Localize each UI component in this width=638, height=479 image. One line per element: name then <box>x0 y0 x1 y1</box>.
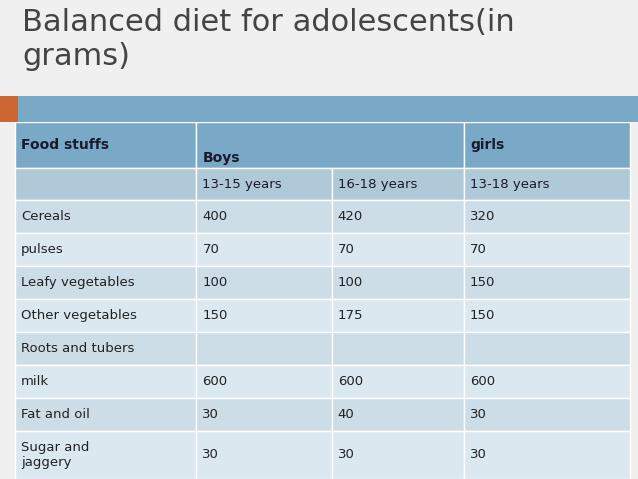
FancyBboxPatch shape <box>15 200 197 233</box>
FancyBboxPatch shape <box>464 431 630 479</box>
Text: milk: milk <box>21 375 49 388</box>
FancyBboxPatch shape <box>464 266 630 299</box>
Text: 150: 150 <box>470 276 495 289</box>
Text: Cereals: Cereals <box>21 210 71 223</box>
Text: Sugar and
jaggery: Sugar and jaggery <box>21 441 89 469</box>
FancyBboxPatch shape <box>197 168 332 200</box>
FancyBboxPatch shape <box>464 200 630 233</box>
FancyBboxPatch shape <box>197 233 332 266</box>
FancyBboxPatch shape <box>15 398 197 431</box>
Text: 13-18 years: 13-18 years <box>470 178 549 191</box>
Text: 600: 600 <box>470 375 495 388</box>
FancyBboxPatch shape <box>464 233 630 266</box>
Text: 40: 40 <box>338 408 355 421</box>
Text: pulses: pulses <box>21 243 64 256</box>
Text: 30: 30 <box>470 448 487 461</box>
FancyBboxPatch shape <box>332 200 464 233</box>
Text: 70: 70 <box>338 243 355 256</box>
Text: 30: 30 <box>470 408 487 421</box>
FancyBboxPatch shape <box>197 299 332 332</box>
Text: girls: girls <box>470 138 504 152</box>
Text: 100: 100 <box>202 276 228 289</box>
Text: 150: 150 <box>202 309 228 322</box>
FancyBboxPatch shape <box>464 122 630 168</box>
Text: Other vegetables: Other vegetables <box>21 309 137 322</box>
Text: 70: 70 <box>470 243 487 256</box>
Text: 420: 420 <box>338 210 363 223</box>
FancyBboxPatch shape <box>15 168 197 200</box>
FancyBboxPatch shape <box>464 168 630 200</box>
FancyBboxPatch shape <box>464 332 630 365</box>
FancyBboxPatch shape <box>15 122 197 168</box>
FancyBboxPatch shape <box>332 332 464 365</box>
FancyBboxPatch shape <box>332 266 464 299</box>
FancyBboxPatch shape <box>332 365 464 398</box>
FancyBboxPatch shape <box>332 168 464 200</box>
FancyBboxPatch shape <box>197 365 332 398</box>
Text: 13-15 years: 13-15 years <box>202 178 282 191</box>
Text: Roots and tubers: Roots and tubers <box>21 342 135 355</box>
FancyBboxPatch shape <box>15 431 197 479</box>
Text: 30: 30 <box>338 448 355 461</box>
Text: 600: 600 <box>202 375 228 388</box>
FancyBboxPatch shape <box>15 299 197 332</box>
Text: Balanced diet for adolescents(in
grams): Balanced diet for adolescents(in grams) <box>22 8 515 70</box>
FancyBboxPatch shape <box>197 200 332 233</box>
FancyBboxPatch shape <box>332 233 464 266</box>
Text: 175: 175 <box>338 309 363 322</box>
FancyBboxPatch shape <box>197 431 332 479</box>
FancyBboxPatch shape <box>464 398 630 431</box>
Text: 600: 600 <box>338 375 363 388</box>
FancyBboxPatch shape <box>332 431 464 479</box>
Text: 320: 320 <box>470 210 495 223</box>
Text: Leafy vegetables: Leafy vegetables <box>21 276 135 289</box>
FancyBboxPatch shape <box>197 398 332 431</box>
Text: Food stuffs: Food stuffs <box>21 138 109 152</box>
FancyBboxPatch shape <box>197 122 464 168</box>
Text: 150: 150 <box>470 309 495 322</box>
Text: 400: 400 <box>202 210 228 223</box>
Text: 30: 30 <box>202 448 219 461</box>
FancyBboxPatch shape <box>18 96 638 122</box>
FancyBboxPatch shape <box>15 365 197 398</box>
FancyBboxPatch shape <box>15 233 197 266</box>
FancyBboxPatch shape <box>15 332 197 365</box>
Text: Fat and oil: Fat and oil <box>21 408 90 421</box>
FancyBboxPatch shape <box>332 398 464 431</box>
Text: 30: 30 <box>202 408 219 421</box>
Text: 70: 70 <box>202 243 219 256</box>
FancyBboxPatch shape <box>0 96 18 122</box>
Text: Boys: Boys <box>202 151 240 165</box>
Text: 16-18 years: 16-18 years <box>338 178 417 191</box>
FancyBboxPatch shape <box>464 365 630 398</box>
FancyBboxPatch shape <box>197 266 332 299</box>
Text: 100: 100 <box>338 276 363 289</box>
FancyBboxPatch shape <box>464 299 630 332</box>
FancyBboxPatch shape <box>332 299 464 332</box>
FancyBboxPatch shape <box>197 332 332 365</box>
FancyBboxPatch shape <box>15 266 197 299</box>
